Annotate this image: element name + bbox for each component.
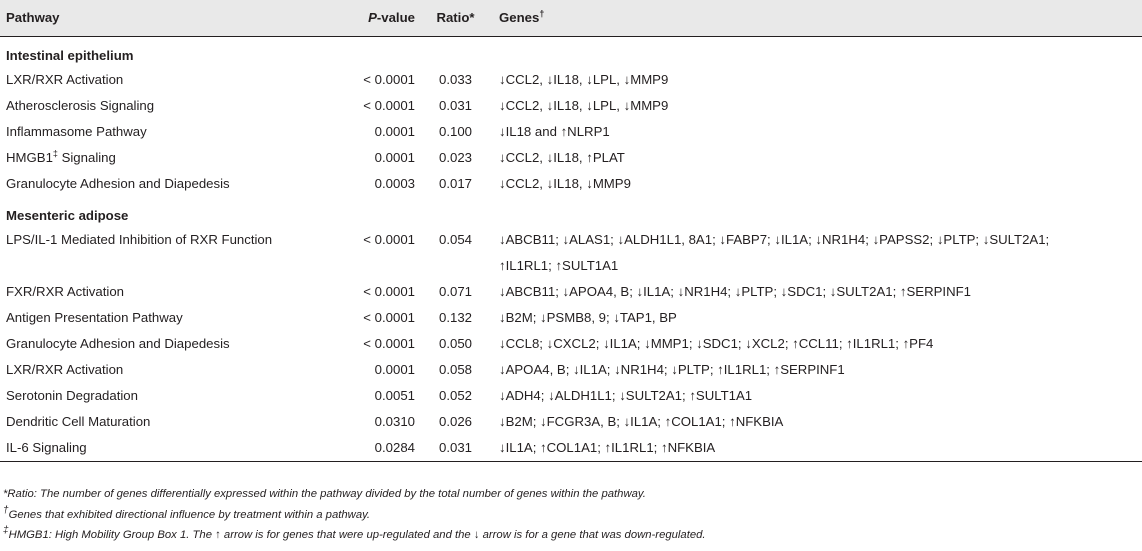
cell-pvalue: 0.0003 (374, 175, 415, 191)
cell-pathway: LXR/RXR Activation (6, 71, 124, 87)
header-genes-label: Genes (499, 10, 540, 26)
cell-pathway: LPS/IL-1 Mediated Inhibition of RXR Func… (6, 231, 273, 247)
cell-ratio: 0.054 (438, 231, 472, 247)
header-pvalue-rest: -value (376, 10, 415, 26)
cell-pvalue: 0.0001 (374, 361, 415, 377)
cell-pathway-sup: ‡ (52, 148, 58, 159)
cell-genes-line-1: ↓ABCB11; ↓ALAS1; ↓ALDH1L1, 8A1; ↓FABP7; … (499, 231, 1050, 247)
table-row: Atherosclerosis Signaling < 0.0001 0.031… (0, 93, 1142, 119)
header-pvalue-p: P (368, 10, 377, 26)
cell-pvalue: < 0.0001 (363, 71, 415, 87)
cell-genes: ↓CCL2, ↓IL18, ↓LPL, ↓MMP9 (499, 71, 669, 87)
cell-ratio: 0.071 (438, 283, 472, 299)
section-row: Mesenteric adipose (0, 197, 1142, 227)
cell-pathway: Granulocyte Adhesion and Diapedesis (6, 335, 230, 351)
cell-pathway: LXR/RXR Activation (6, 361, 124, 377)
cell-pathway: Atherosclerosis Signaling (6, 97, 155, 113)
table-row: Granulocyte Adhesion and Diapedesis < 0.… (0, 331, 1142, 357)
cell-genes: ↓CCL2, ↓IL18, ↑PLAT (499, 149, 625, 165)
cell-genes: ↓IL18 and ↑NLRP1 (499, 123, 610, 139)
table-header-row: Pathway P-value Ratio* Genes† (0, 0, 1142, 37)
header-pathway: Pathway (0, 0, 331, 37)
cell-pathway: Antigen Presentation Pathway (6, 309, 183, 325)
cell-genes: ↓CCL8; ↓CXCL2; ↓IL1A; ↓MMP1; ↓SDC1; ↓XCL… (499, 335, 934, 351)
cell-pathway: Serotonin Degradation (6, 387, 138, 403)
cell-ratio: 0.033 (438, 71, 472, 87)
section-title: Intestinal epithelium (6, 47, 134, 63)
cell-pvalue: < 0.0001 (363, 283, 415, 299)
cell-genes: ↓ABCB11; ↓ALAS1; ↓ALDH1L1, 8A1; ↓FABP7; … (490, 227, 1142, 279)
footnote-ratio: *Ratio: The number of genes differential… (3, 488, 646, 500)
table-bottom-rule-row (0, 460, 1142, 462)
header-ratio: Ratio* (421, 0, 490, 37)
cell-genes: ↓B2M; ↓PSMB8, 9; ↓TAP1, BP (499, 309, 677, 325)
cell-pvalue: 0.0001 (374, 123, 415, 139)
cell-ratio: 0.026 (438, 413, 472, 429)
footnote-genes-symbol: † (3, 504, 9, 516)
cell-pvalue: 0.0310 (374, 413, 415, 429)
header-genes: Genes† (490, 0, 1142, 37)
table-bottom-rule (0, 460, 1142, 462)
cell-ratio: 0.017 (438, 175, 472, 191)
table-row: Antigen Presentation Pathway < 0.0001 0.… (0, 305, 1142, 331)
cell-pathway: Granulocyte Adhesion and Diapedesis (6, 175, 230, 191)
table-row: Serotonin Degradation 0.0051 0.052 ↓ADH4… (0, 383, 1142, 409)
table-row: IL-6 Signaling 0.0284 0.031 ↓IL1A; ↑COL1… (0, 435, 1142, 462)
cell-pathway: FXR/RXR Activation (6, 283, 124, 299)
cell-pvalue: 0.0284 (374, 439, 415, 455)
table-row: Inflammasome Pathway 0.0001 0.100 ↓IL18 … (0, 119, 1142, 145)
cell-pathway-name: HMGB1 (6, 149, 53, 165)
table-row: Granulocyte Adhesion and Diapedesis 0.00… (0, 171, 1142, 197)
cell-pathway: Inflammasome Pathway (6, 123, 147, 139)
cell-genes: ↓APOA4, B; ↓IL1A; ↓NR1H4; ↓PLTP; ↑IL1RL1… (499, 361, 845, 377)
cell-genes: ↓ADH4; ↓ALDH1L1; ↓SULT2A1; ↑SULT1A1 (499, 387, 753, 403)
footnotes: *Ratio: The number of genes differential… (3, 484, 706, 546)
cell-pathway: Dendritic Cell Maturation (6, 413, 151, 429)
pathway-table: Pathway P-value Ratio* Genes† Intestinal… (0, 0, 1142, 462)
table-row: Dendritic Cell Maturation 0.0310 0.026 ↓… (0, 409, 1142, 435)
cell-pvalue: < 0.0001 (363, 335, 415, 351)
cell-pvalue: < 0.0001 (363, 309, 415, 325)
cell-ratio: 0.100 (438, 123, 472, 139)
cell-pathway: IL-6 Signaling (6, 439, 87, 455)
table-row: LXR/RXR Activation 0.0001 0.058 ↓APOA4, … (0, 357, 1142, 383)
cell-genes: ↓B2M; ↓FCGR3A, B; ↓IL1A; ↑COL1A1; ↑NFKBI… (499, 413, 784, 429)
table-row: FXR/RXR Activation < 0.0001 0.071 ↓ABCB1… (0, 279, 1142, 305)
cell-ratio: 0.058 (438, 361, 472, 377)
cell-ratio: 0.132 (438, 309, 472, 325)
table-row: LXR/RXR Activation < 0.0001 0.033 ↓CCL2,… (0, 67, 1142, 93)
cell-pathway: HMGB1‡ Signaling (0, 145, 331, 171)
cell-ratio: 0.023 (438, 149, 472, 165)
footnote-hmgb-symbol: ‡ (3, 525, 9, 537)
cell-genes: ↓CCL2, ↓IL18, ↓MMP9 (499, 175, 631, 191)
section-title: Mesenteric adipose (6, 207, 129, 223)
footnote-genes: †Genes that exhibited directional influe… (3, 505, 706, 526)
header-genes-sup: † (539, 8, 545, 19)
cell-pathway-suffix: Signaling (57, 149, 116, 165)
table-row: LPS/IL-1 Mediated Inhibition of RXR Func… (0, 227, 1142, 279)
cell-ratio: 0.031 (438, 97, 472, 113)
cell-genes: ↓IL1A; ↑COL1A1; ↑IL1RL1; ↑NFKBIA (499, 439, 716, 455)
header-pvalue: P-value (331, 0, 421, 37)
section-row: Intestinal epithelium (0, 36, 1142, 67)
cell-ratio: 0.050 (438, 335, 472, 351)
cell-genes: ↓CCL2, ↓IL18, ↓LPL, ↓MMP9 (499, 97, 669, 113)
footnote-hmgb-text: HMGB1: High Mobility Group Box 1. The ↑ … (8, 529, 706, 541)
footnote-hmgb: ‡HMGB1: High Mobility Group Box 1. The ↑… (3, 525, 706, 546)
table-row: HMGB1‡ Signaling 0.0001 0.023 ↓CCL2, ↓IL… (0, 145, 1142, 171)
cell-genes: ↓ABCB11; ↓APOA4, B; ↓IL1A; ↓NR1H4; ↓PLTP… (499, 283, 971, 299)
cell-ratio: 0.031 (438, 439, 472, 455)
cell-pvalue: < 0.0001 (363, 231, 415, 247)
cell-pvalue: 0.0001 (374, 149, 415, 165)
cell-genes-line-2: ↑IL1RL1; ↑SULT1A1 (499, 257, 619, 273)
cell-pvalue: 0.0051 (374, 387, 415, 403)
footnote-genes-text: Genes that exhibited directional influen… (8, 508, 371, 521)
cell-pvalue: < 0.0001 (363, 97, 415, 113)
cell-ratio: 0.052 (438, 387, 472, 403)
